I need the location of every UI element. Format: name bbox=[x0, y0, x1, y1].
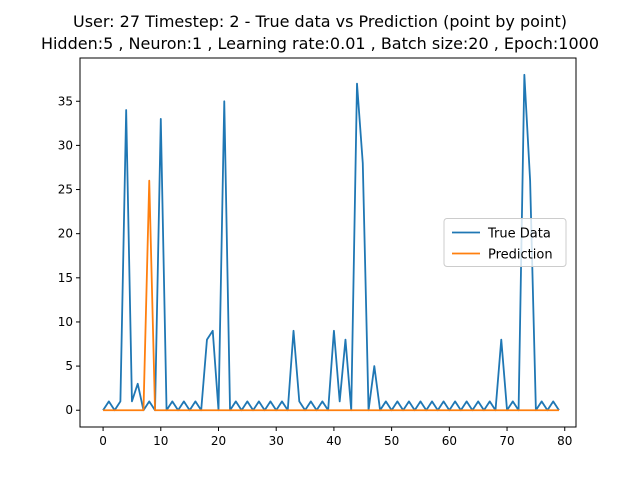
y-tick-label: 30 bbox=[58, 138, 73, 152]
chart-title-line-1: User: 27 Timestep: 2 - True data vs Pred… bbox=[73, 12, 567, 31]
legend: True Data Prediction bbox=[443, 218, 567, 267]
y-tick-label: 10 bbox=[58, 315, 73, 329]
y-tick-label: 25 bbox=[58, 183, 73, 197]
legend-label: Prediction bbox=[488, 248, 553, 263]
x-tick-label: 30 bbox=[269, 434, 284, 448]
legend-label: True Data bbox=[487, 227, 551, 242]
x-tick-label: 20 bbox=[211, 434, 226, 448]
x-tick-label: 60 bbox=[442, 434, 457, 448]
series-line-2 bbox=[103, 179, 559, 412]
y-axis: 0 5 10 15 20 25 30 35 bbox=[58, 94, 80, 417]
legend-box bbox=[443, 218, 567, 267]
x-tick-label: 70 bbox=[499, 434, 514, 448]
y-tick-label: 0 bbox=[65, 403, 73, 417]
plot-frame bbox=[79, 57, 577, 428]
x-tick-label: 0 bbox=[99, 434, 107, 448]
y-tick-label: 15 bbox=[58, 271, 73, 285]
x-tick-label: 10 bbox=[153, 434, 168, 448]
plot-series bbox=[102, 73, 560, 412]
x-tick-label: 80 bbox=[557, 434, 572, 448]
x-tick-label: 40 bbox=[326, 434, 341, 448]
y-tick-label: 5 bbox=[65, 359, 73, 373]
x-tick-label: 50 bbox=[384, 434, 399, 448]
series-line-1 bbox=[102, 73, 560, 412]
y-tick-label: 35 bbox=[58, 94, 73, 108]
x-axis: 0 10 20 30 40 50 60 70 80 bbox=[99, 427, 572, 448]
chart-title-line-2: Hidden:5 , Neuron:1 , Learning rate:0.01… bbox=[41, 34, 599, 53]
y-tick-label: 20 bbox=[58, 227, 73, 241]
